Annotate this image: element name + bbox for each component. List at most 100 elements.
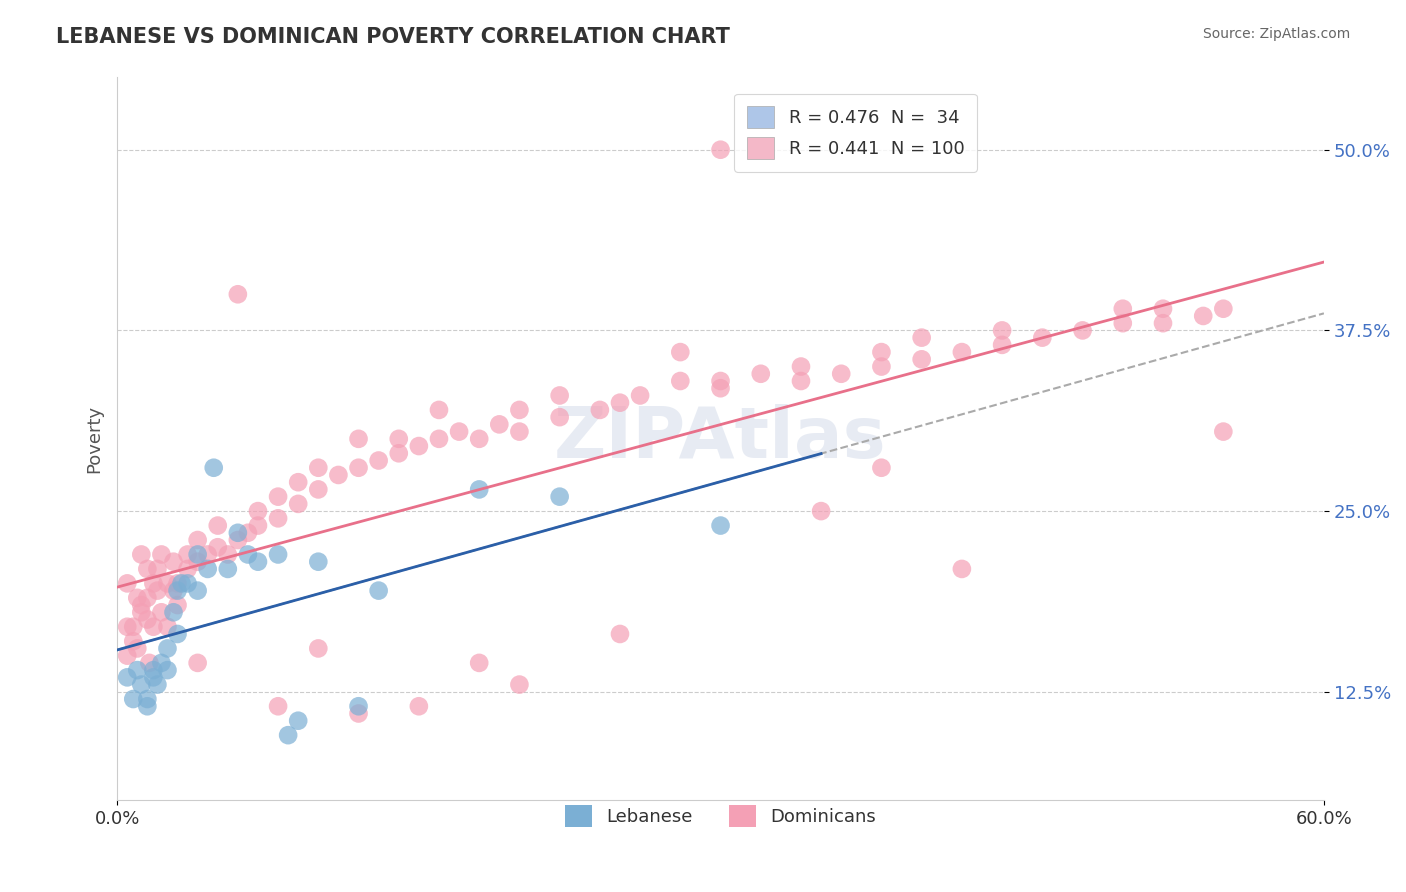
Point <box>307 555 329 569</box>
Point <box>950 562 973 576</box>
Point <box>347 699 370 714</box>
Point <box>991 338 1014 352</box>
Point <box>347 432 370 446</box>
Point <box>122 692 145 706</box>
Point <box>131 548 153 562</box>
Point <box>267 548 290 562</box>
Point <box>197 562 219 576</box>
Point <box>166 583 188 598</box>
Point <box>187 533 209 547</box>
Point <box>136 591 159 605</box>
Point <box>548 490 571 504</box>
Point <box>548 410 571 425</box>
Point <box>162 555 184 569</box>
Point <box>347 706 370 721</box>
Point <box>131 598 153 612</box>
Point <box>709 374 731 388</box>
Point <box>122 620 145 634</box>
Point <box>142 670 165 684</box>
Point <box>1152 316 1174 330</box>
Point <box>166 576 188 591</box>
Point <box>669 374 692 388</box>
Point <box>131 677 153 691</box>
Point <box>911 331 934 345</box>
Point <box>166 598 188 612</box>
Point <box>136 562 159 576</box>
Point <box>548 388 571 402</box>
Point <box>117 648 139 663</box>
Point <box>1212 425 1234 439</box>
Point <box>810 504 832 518</box>
Point <box>138 656 160 670</box>
Point <box>427 403 450 417</box>
Point <box>127 591 149 605</box>
Text: ZIPAtlas: ZIPAtlas <box>554 404 887 474</box>
Point <box>911 352 934 367</box>
Point <box>427 432 450 446</box>
Point <box>277 728 299 742</box>
Point <box>202 460 225 475</box>
Point <box>226 533 249 547</box>
Point <box>870 345 893 359</box>
Point <box>246 504 269 518</box>
Point <box>146 583 169 598</box>
Point <box>176 548 198 562</box>
Point <box>150 605 173 619</box>
Point <box>117 576 139 591</box>
Point <box>207 541 229 555</box>
Point <box>468 656 491 670</box>
Point <box>870 359 893 374</box>
Point <box>236 548 259 562</box>
Point <box>408 699 430 714</box>
Point <box>287 714 309 728</box>
Point <box>307 483 329 497</box>
Point <box>156 576 179 591</box>
Point <box>790 374 813 388</box>
Point <box>187 555 209 569</box>
Point <box>170 576 193 591</box>
Point <box>609 395 631 409</box>
Point <box>1112 301 1135 316</box>
Point <box>508 677 530 691</box>
Point <box>136 692 159 706</box>
Point <box>1152 301 1174 316</box>
Point <box>162 583 184 598</box>
Point <box>508 403 530 417</box>
Point <box>669 345 692 359</box>
Point <box>870 460 893 475</box>
Point <box>162 605 184 619</box>
Point <box>287 475 309 490</box>
Point <box>156 620 179 634</box>
Point <box>146 677 169 691</box>
Point <box>131 605 153 619</box>
Point <box>127 663 149 677</box>
Point <box>226 525 249 540</box>
Point <box>609 627 631 641</box>
Point <box>166 627 188 641</box>
Point <box>176 562 198 576</box>
Point <box>367 583 389 598</box>
Point <box>136 613 159 627</box>
Point <box>709 381 731 395</box>
Point <box>187 656 209 670</box>
Point <box>127 641 149 656</box>
Point <box>217 562 239 576</box>
Point <box>449 425 471 439</box>
Point <box>628 388 651 402</box>
Point <box>328 467 350 482</box>
Point <box>197 548 219 562</box>
Point <box>1112 316 1135 330</box>
Point <box>388 432 411 446</box>
Point <box>142 620 165 634</box>
Point <box>246 518 269 533</box>
Point <box>589 403 612 417</box>
Point <box>187 583 209 598</box>
Point <box>468 432 491 446</box>
Point <box>246 555 269 569</box>
Point <box>1031 331 1053 345</box>
Point <box>156 641 179 656</box>
Y-axis label: Poverty: Poverty <box>86 405 103 473</box>
Point <box>488 417 510 432</box>
Point <box>307 641 329 656</box>
Point <box>468 483 491 497</box>
